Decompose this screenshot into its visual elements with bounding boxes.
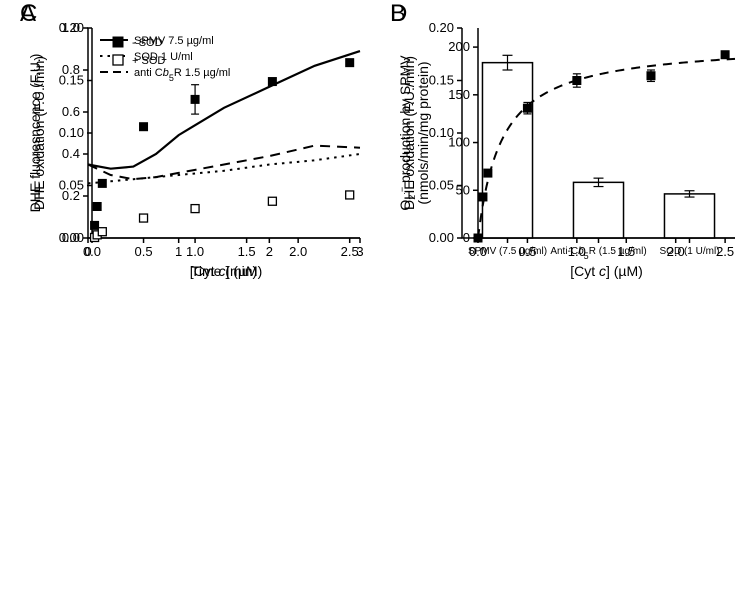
svg-text:100: 100 xyxy=(448,135,470,150)
svg-text:1.0: 1.0 xyxy=(186,244,204,259)
svg-text:2.0: 2.0 xyxy=(667,244,685,259)
svg-text:O2.− production by SPMV: O2.− production by SPMV xyxy=(397,55,417,211)
svg-text:150: 150 xyxy=(448,87,470,102)
panel-D: D 0 50 100 150 200 0.0 0.5 1.0 1.5 2.0 2.5 [Cyt c] … xyxy=(390,0,745,300)
svg-text:0.20: 0.20 xyxy=(59,20,84,35)
svg-text:2.5: 2.5 xyxy=(341,244,359,259)
figure: A 0.00.20.40.60.81.00123Time (min)DHE fl… xyxy=(0,0,750,607)
svg-text:1.5: 1.5 xyxy=(617,244,635,259)
panel-label-C: C xyxy=(20,0,37,28)
svg-text:+ SOD: + SOD xyxy=(132,55,165,67)
svg-text:50: 50 xyxy=(456,182,470,197)
chart-C: 0.00 0.05 0.10 0.15 0.20 0.0 0.5 1.0 1.5 2.0 2.5 [C… xyxy=(20,0,375,300)
svg-text:DHE oxidation (F.U./min): DHE oxidation (F.U./min) xyxy=(31,56,47,210)
svg-text:1.0: 1.0 xyxy=(568,244,586,259)
svg-text:0: 0 xyxy=(463,230,470,245)
svg-text:[Cyt c] (µM): [Cyt c] (µM) xyxy=(190,263,263,279)
svg-text:2.0: 2.0 xyxy=(289,244,307,259)
svg-text:0.0: 0.0 xyxy=(469,244,487,259)
svg-text:200: 200 xyxy=(448,39,470,54)
panel-label-D: D xyxy=(390,0,407,28)
svg-text:- SOD: - SOD xyxy=(132,37,163,49)
svg-text:[Cyt c] (µM): [Cyt c] (µM) xyxy=(570,263,643,279)
svg-text:0.10: 0.10 xyxy=(59,125,84,140)
svg-text:(nmols/min/mg protein): (nmols/min/mg protein) xyxy=(415,61,431,204)
svg-text:1.5: 1.5 xyxy=(238,244,256,259)
svg-text:0.00: 0.00 xyxy=(59,230,84,245)
svg-text:2.5: 2.5 xyxy=(716,244,734,259)
svg-text:0.05: 0.05 xyxy=(59,178,84,193)
svg-text:0.0: 0.0 xyxy=(83,244,101,259)
svg-text:0.15: 0.15 xyxy=(59,73,84,88)
panel-C: C 0.00 0.05 0.10 0.15 0.20 0.0 0.5 1.0 1.5 2.0 2.5… xyxy=(20,0,375,300)
svg-text:0.5: 0.5 xyxy=(134,244,152,259)
chart-D: 0 50 100 150 200 0.0 0.5 1.0 1.5 2.0 2.5 [Cyt c] (µ… xyxy=(390,0,745,300)
svg-text:0.5: 0.5 xyxy=(518,244,536,259)
